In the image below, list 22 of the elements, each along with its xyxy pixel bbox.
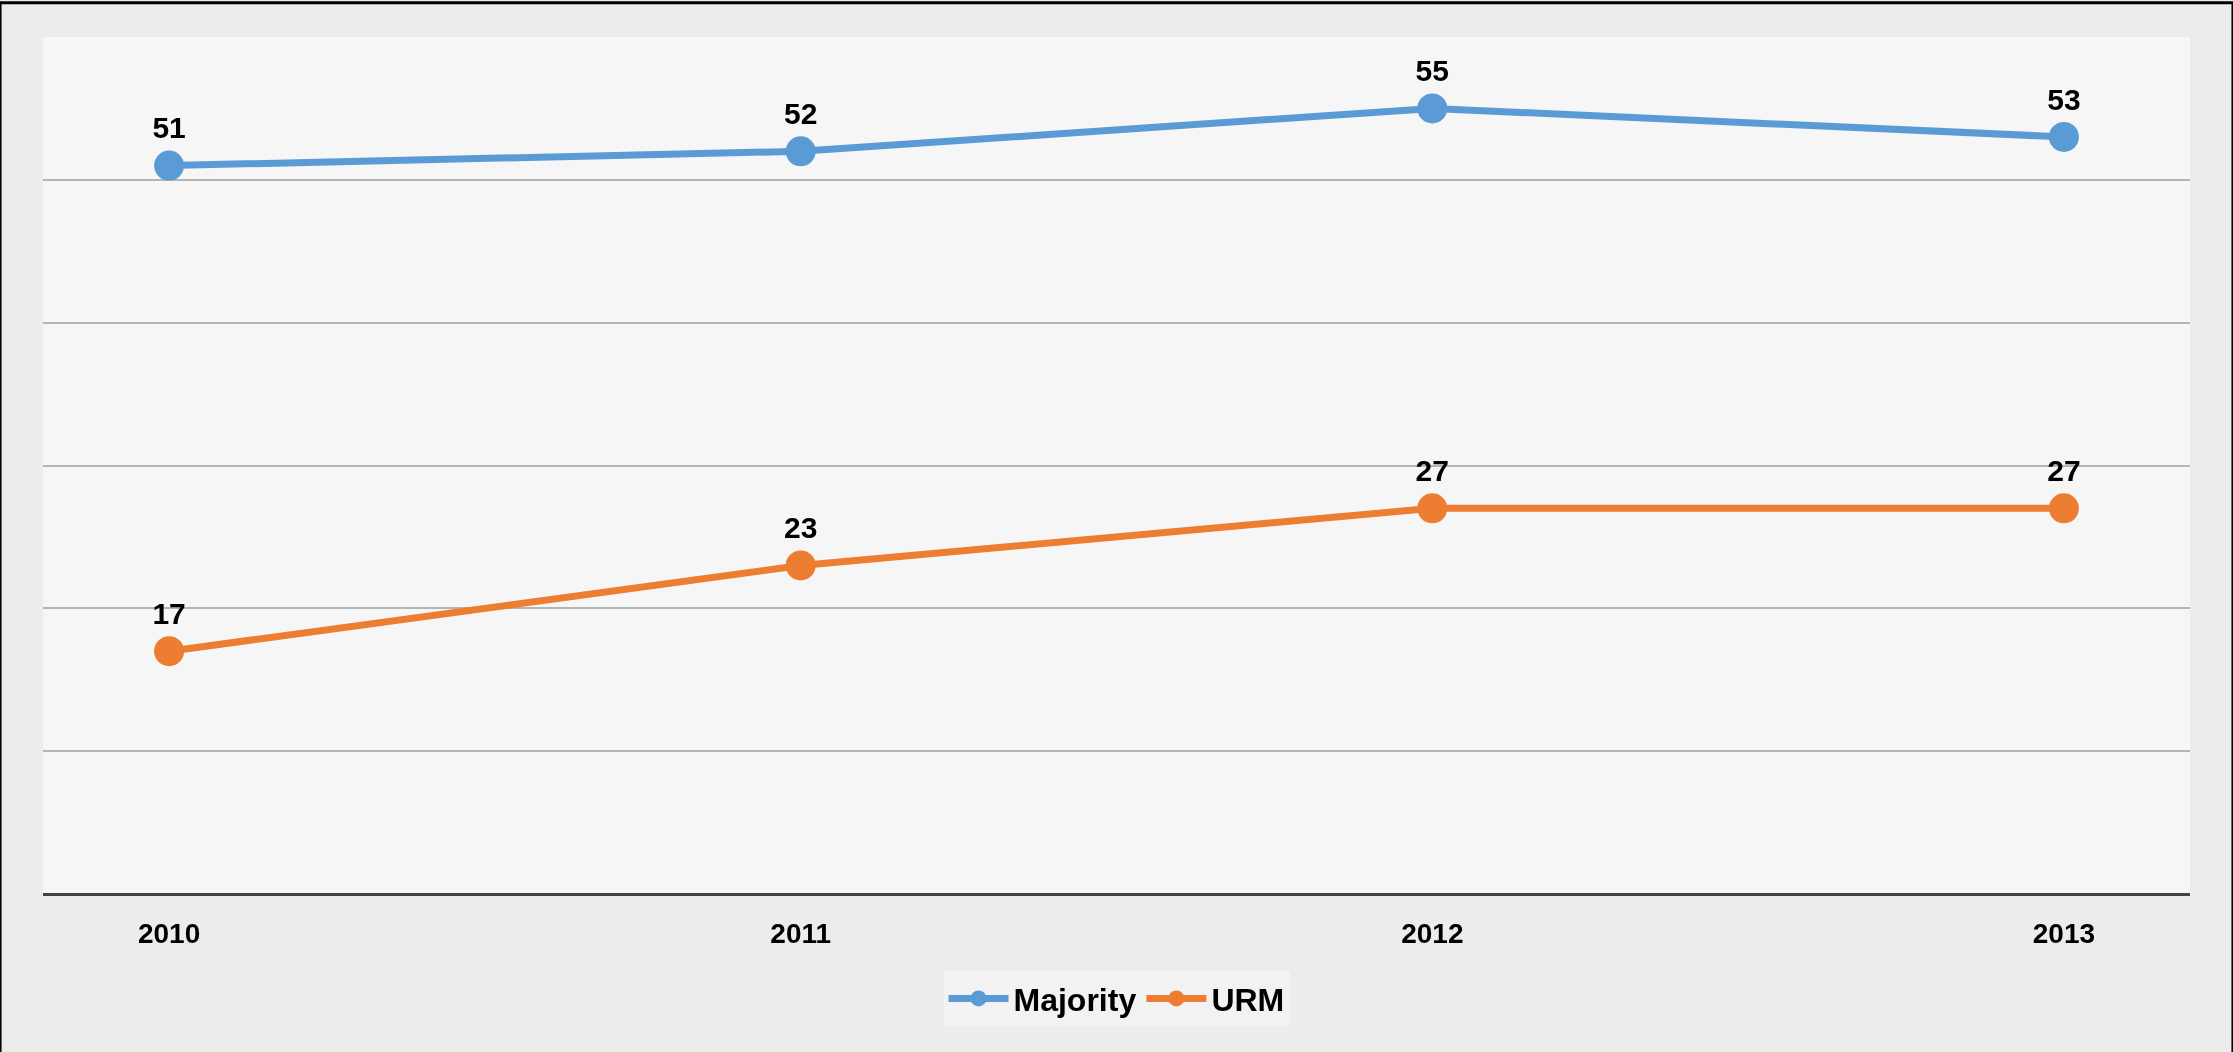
- point: [785, 136, 816, 167]
- data-label: 53: [2047, 82, 2081, 116]
- x-tick-label: 2012: [1401, 918, 1464, 949]
- x-tick-label: 2013: [2032, 918, 2096, 949]
- point: [154, 636, 185, 667]
- legend-label: Majority: [1013, 981, 1137, 1018]
- legend-label: URM: [1211, 981, 1285, 1018]
- data-label: 27: [2047, 454, 2081, 488]
- x-tick-label: 2011: [770, 918, 832, 949]
- x-tick-label: 2010: [137, 918, 201, 949]
- point: [785, 550, 816, 581]
- data-label: 17: [152, 596, 186, 630]
- data-label: 52: [784, 97, 818, 131]
- point: [2048, 121, 2079, 152]
- data-label: 27: [1415, 454, 1449, 488]
- data-label: 23: [784, 511, 818, 545]
- point: [2048, 493, 2079, 524]
- point: [1417, 93, 1448, 124]
- point: [154, 150, 185, 181]
- point: [1417, 493, 1448, 524]
- data-label: 55: [1415, 54, 1449, 88]
- data-label: 51: [152, 111, 186, 145]
